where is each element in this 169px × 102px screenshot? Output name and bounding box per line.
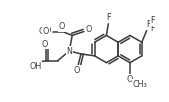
Text: O: O: [86, 25, 92, 34]
Text: O: O: [43, 27, 49, 36]
Text: O: O: [58, 22, 65, 31]
Text: OH: OH: [29, 62, 41, 71]
Text: O: O: [127, 75, 133, 84]
Text: CH₃: CH₃: [133, 80, 148, 89]
Text: O: O: [45, 26, 51, 35]
Text: N: N: [66, 47, 72, 55]
Text: O: O: [74, 66, 80, 75]
Text: F: F: [151, 16, 155, 25]
Text: F: F: [106, 13, 111, 22]
Text: F: F: [151, 24, 155, 33]
Text: O: O: [39, 27, 45, 36]
Text: O: O: [42, 40, 48, 49]
Text: F: F: [147, 20, 151, 29]
